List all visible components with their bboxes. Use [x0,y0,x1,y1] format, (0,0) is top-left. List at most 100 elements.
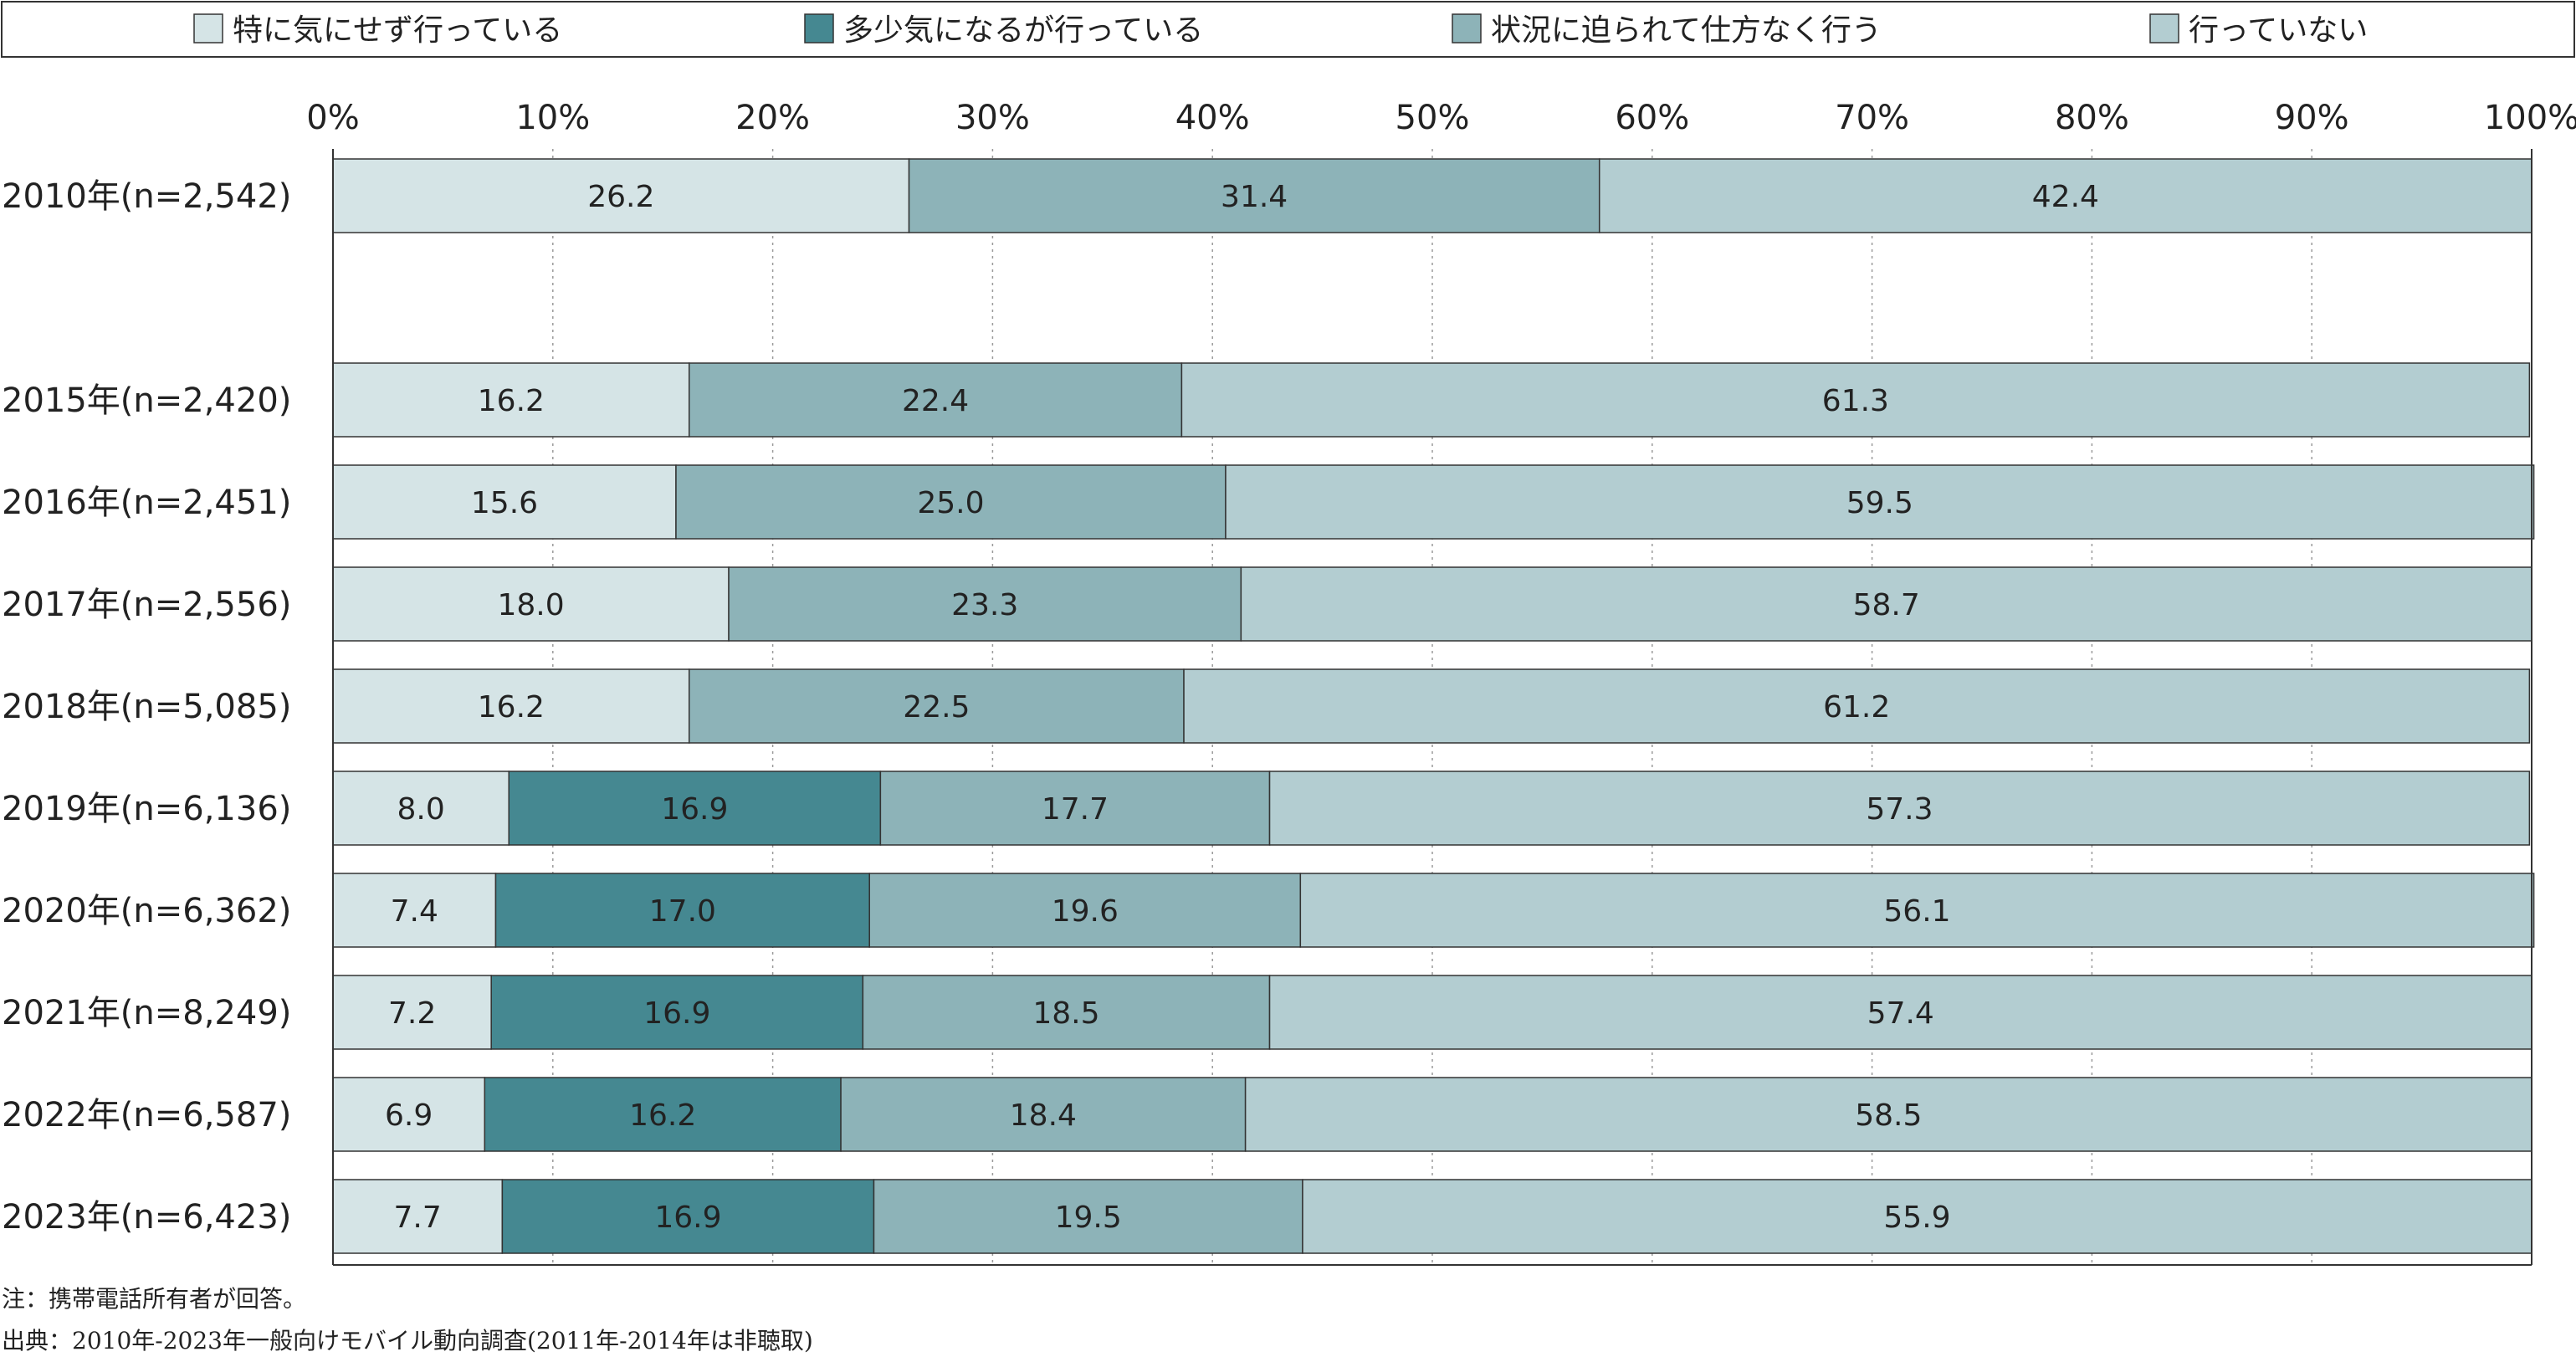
bars: 26.2 31.4 42.4 16.2 22.4 61.3 15.6 25.0 59.5 18.0… [332,158,2535,1254]
bar-segment [332,1179,504,1254]
bar-segment [728,566,1242,642]
data-label: 16.2 [478,690,545,725]
category-label: 2015年(n=2,420) [2,381,291,420]
data-label: 31.4 [1221,180,1288,214]
legend-item: 特に気にせず行っている [193,13,562,48]
bar-segment [1244,1077,2532,1152]
x-tick-label: 40% [1175,99,1250,137]
data-label: 17.0 [649,894,716,929]
x-tick-label: 50% [1396,99,1470,137]
data-label: 19.6 [1052,894,1119,929]
data-label: 18.4 [1010,1098,1077,1133]
data-label: 6.9 [385,1098,433,1133]
data-label: 55.9 [1883,1201,1950,1235]
x-tick-label: 30% [955,99,1030,137]
data-label: 17.7 [1042,792,1109,827]
legend-frame [1,1,2575,58]
legend-label: 特に気にせず行っている [233,13,562,48]
data-label: 56.1 [1883,894,1950,929]
bar-segment [494,873,870,948]
bar-segment [332,975,492,1050]
data-label: 19.5 [1055,1201,1122,1235]
legend-item: 行っていない [2149,13,2368,48]
data-label: 16.2 [478,384,545,418]
legend-item: 状況に迫られて仕方なく行う [1452,13,1882,48]
data-label: 8.0 [397,792,444,827]
plot-frame [332,149,2532,1266]
data-label: 15.6 [471,486,538,520]
legend-label: 行っていない [2189,13,2368,48]
data-label: 16.2 [629,1098,696,1133]
category-label: 2020年(n=6,362) [2,892,291,930]
bar-segment [332,362,690,438]
data-label: 25.0 [917,486,984,520]
category-labels: 2010年(n=2,542) 2015年(n=2,420) 2016年(n=2,45… [2,177,291,1237]
x-tick-label: 10% [515,99,590,137]
bar-segment [675,464,1227,540]
data-label: 58.5 [1855,1098,1922,1133]
bar-segment [1183,668,2531,744]
data-label: 61.2 [1823,690,1890,725]
legend-swatch [1452,13,1482,44]
data-label: 23.3 [951,588,1018,622]
bar-segment [688,362,1183,438]
bar-segment [868,873,1302,948]
data-label: 16.9 [643,996,710,1031]
data-label: 7.4 [391,894,438,929]
data-label: 16.9 [654,1201,721,1235]
legend: 特に気にせず行っている 多少気になるが行っている 状況に迫られて仕方なく行う 行ってい… [1,1,2575,58]
note-line: 注：携帯電話所有者が回答。 [2,1285,306,1313]
data-label: 58.7 [1853,588,1920,622]
data-label: 26.2 [587,180,654,214]
x-tick-label: 0% [306,99,359,137]
bar-segment [908,158,1600,233]
data-label: 22.5 [903,690,970,725]
category-label: 2019年(n=6,136) [2,790,291,828]
x-axis-ticks: 0% 10% 20% 30% 40% 50% 60% 70% 80% 90% 100% [306,99,2576,137]
legend-swatch [193,13,223,44]
data-label: 18.5 [1032,996,1099,1031]
x-tick-label: 20% [735,99,810,137]
data-label: 42.4 [2032,180,2099,214]
bar-segment [1225,464,2535,540]
data-label: 59.5 [1846,486,1913,520]
category-label: 2016年(n=2,451) [2,484,291,522]
bar-segment [1180,362,2531,438]
x-tick-label: 70% [1835,99,1909,137]
bar-segment [484,1077,842,1152]
legend-swatch [2149,13,2179,44]
data-label: 7.7 [394,1201,442,1235]
data-label: 61.3 [1822,384,1889,418]
bar-segment [873,1179,1303,1254]
category-label: 2017年(n=2,556) [2,586,291,624]
legend-item: 多少気になるが行っている [804,13,1203,48]
data-label: 18.0 [497,588,564,622]
data-label: 16.9 [661,792,728,827]
legend-label: 状況に迫られて仕方なく行う [1491,13,1882,48]
bar-segment [1302,1179,2532,1254]
bar-segment [840,1077,1247,1152]
category-label: 2021年(n=8,249) [2,994,291,1032]
data-label: 57.4 [1867,996,1934,1031]
bar-segment [862,975,1271,1050]
x-tick-label: 80% [2055,99,2129,137]
bar-segment [490,975,864,1050]
bar-segment [501,1179,875,1254]
category-label: 2010年(n=2,542) [2,177,291,216]
bar-segment [1299,873,2535,948]
data-label: 57.3 [1866,792,1933,827]
bar-segment [1598,158,2532,233]
bar-segment [332,158,910,233]
x-tick-label: 60% [1615,99,1689,137]
data-label: 7.2 [388,996,436,1031]
category-label: 2023年(n=6,423) [2,1198,291,1237]
bar-segment [1268,975,2532,1050]
category-label: 2018年(n=5,085) [2,688,291,726]
category-label: 2022年(n=6,587) [2,1096,291,1134]
notes: 注：携帯電話所有者が回答。 出典：2010年-2023年一般向けモバイル動向調査… [2,1285,813,1354]
bar-segment [332,566,730,642]
legend-swatch [804,13,834,44]
x-tick-label: 100% [2484,99,2576,137]
legend-label: 多少気になるが行っている [843,13,1203,48]
